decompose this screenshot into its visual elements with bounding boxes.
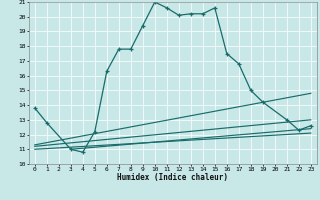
X-axis label: Humidex (Indice chaleur): Humidex (Indice chaleur) [117,173,228,182]
